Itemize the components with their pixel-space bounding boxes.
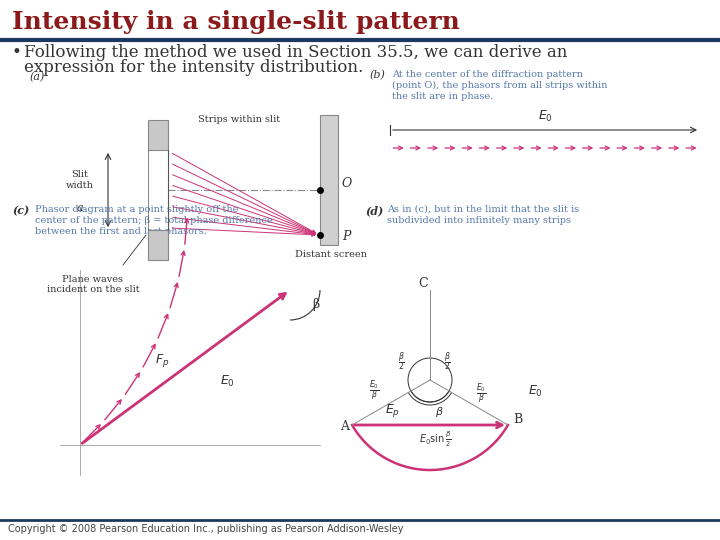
Text: $F_p$: $F_p$ [155,352,169,369]
Text: $\beta$: $\beta$ [435,405,444,419]
Text: expression for the intensity distribution.: expression for the intensity distributio… [24,59,364,76]
Text: As in (c), but in the limit that the slit is: As in (c), but in the limit that the sli… [387,205,579,214]
Text: $\frac{\beta}{2}$: $\frac{\beta}{2}$ [444,350,451,373]
Text: $E_0$: $E_0$ [528,384,543,399]
Text: Distant screen: Distant screen [295,250,367,259]
Text: O: O [342,177,352,190]
Polygon shape [148,230,168,260]
Polygon shape [148,120,168,150]
Text: At the center of the diffraction pattern: At the center of the diffraction pattern [392,70,583,79]
Text: (point O), the phasors from all strips within: (point O), the phasors from all strips w… [392,81,608,90]
Text: •: • [12,44,22,61]
Text: the slit are in phase.: the slit are in phase. [392,92,493,101]
Text: Strips within slit: Strips within slit [198,115,280,124]
Text: (a): (a) [30,72,45,82]
Text: $E_0$: $E_0$ [220,374,235,389]
Text: a: a [77,203,84,213]
Text: Phasor diagram at a point slightly off the: Phasor diagram at a point slightly off t… [35,205,238,214]
Text: C: C [418,277,428,290]
Text: Following the method we used in Section 35.5, we can derive an: Following the method we used in Section … [24,44,567,61]
Text: $E_0\sin\frac{\beta}{2}$: $E_0\sin\frac{\beta}{2}$ [418,429,451,449]
Text: $E_p$: $E_p$ [385,402,400,419]
Text: subdivided into infinitely many strips: subdivided into infinitely many strips [387,216,571,225]
Text: Slit
width: Slit width [66,170,94,190]
Text: P: P [342,230,351,243]
Text: between the first and last phasors.: between the first and last phasors. [35,227,207,236]
Text: (c): (c) [12,205,30,216]
Text: $\frac{E_0}{\beta}$: $\frac{E_0}{\beta}$ [369,379,379,404]
Text: A: A [340,420,349,433]
Text: $\frac{E_0}{\beta}$: $\frac{E_0}{\beta}$ [476,382,487,407]
Text: Copyright © 2008 Pearson Education Inc., publishing as Pearson Addison-Wesley: Copyright © 2008 Pearson Education Inc.,… [8,524,403,534]
Text: $\frac{\beta}{2}$: $\frac{\beta}{2}$ [398,350,405,373]
Text: $E_0$: $E_0$ [538,109,552,124]
Polygon shape [320,115,338,245]
Text: Plane waves
incident on the slit: Plane waves incident on the slit [47,275,139,294]
Text: (b): (b) [370,70,386,80]
Text: B: B [513,413,522,426]
Text: center of the pattern; β = total phase difference: center of the pattern; β = total phase d… [35,216,273,225]
Text: β: β [312,298,319,311]
Text: Intensity in a single-slit pattern: Intensity in a single-slit pattern [12,10,460,34]
Text: (d): (d) [365,205,383,216]
